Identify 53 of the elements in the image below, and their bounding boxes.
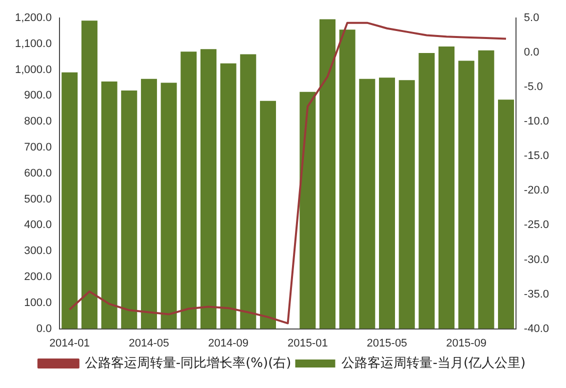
y-tick-label: 600.0 xyxy=(24,167,52,180)
legend-label: 公路客运周转量-同比增长率(%)(右) xyxy=(84,354,292,371)
bar xyxy=(180,52,197,329)
x-tick-label: 2015-09 xyxy=(446,337,487,350)
y-tick-label: 900.0 xyxy=(24,90,52,102)
bar xyxy=(240,54,256,329)
y2-tick-label: -40.0 xyxy=(524,322,550,335)
y-tick-label: 1,100.0 xyxy=(15,38,52,50)
bar xyxy=(319,19,336,329)
bar xyxy=(418,52,435,329)
bar xyxy=(300,92,316,329)
bar xyxy=(260,100,276,329)
bar xyxy=(378,78,396,329)
y2-tick-label: 5.0 xyxy=(524,12,540,24)
bar xyxy=(81,20,98,329)
y2-tick-label: -15.0 xyxy=(524,150,550,162)
y2-tick-label: 0.0 xyxy=(524,46,540,59)
bar xyxy=(200,49,216,329)
x-tick-label: 2014-01 xyxy=(49,337,90,350)
x-tick-label: 2014-05 xyxy=(128,337,170,350)
y-tick-label: 1,000.0 xyxy=(15,64,52,76)
y2-tick-label: -5.0 xyxy=(524,81,543,94)
bar xyxy=(339,30,356,329)
y-tick-label: 0.0 xyxy=(36,322,52,335)
y-tick-label: 100.0 xyxy=(24,296,52,309)
bar xyxy=(62,72,78,329)
bar xyxy=(359,78,376,329)
x-tick-label: 2014-09 xyxy=(208,337,248,350)
bar xyxy=(220,63,236,329)
y-tick-label: 700.0 xyxy=(24,142,52,154)
y2-tick-label: -25.0 xyxy=(524,219,550,232)
y2-tick-label: -10.0 xyxy=(524,116,550,128)
bar xyxy=(498,100,514,329)
bar xyxy=(101,81,118,329)
bar xyxy=(121,90,138,329)
y-tick-label: 200.0 xyxy=(24,271,52,284)
bar xyxy=(140,78,157,329)
y2-tick-label: -35.0 xyxy=(524,288,550,300)
bar xyxy=(438,46,455,329)
y2-tick-label: -30.0 xyxy=(524,254,550,266)
y-tick-label: 500.0 xyxy=(24,193,52,206)
bar xyxy=(398,80,415,329)
x-tick-label: 2015-01 xyxy=(287,337,328,350)
legend-label: 公路客运周转量-当月(亿人公里) xyxy=(342,354,526,371)
bar xyxy=(458,60,474,329)
bar xyxy=(478,50,494,329)
y-tick-label: 400.0 xyxy=(24,219,52,232)
x-tick-label: 2015-05 xyxy=(366,337,408,350)
y-tick-label: 800.0 xyxy=(24,116,52,128)
y-tick-label: 1,200.0 xyxy=(15,12,52,24)
y2-tick-label: -20.0 xyxy=(524,184,550,197)
y-tick-label: 300.0 xyxy=(24,245,52,258)
bar xyxy=(160,82,177,329)
